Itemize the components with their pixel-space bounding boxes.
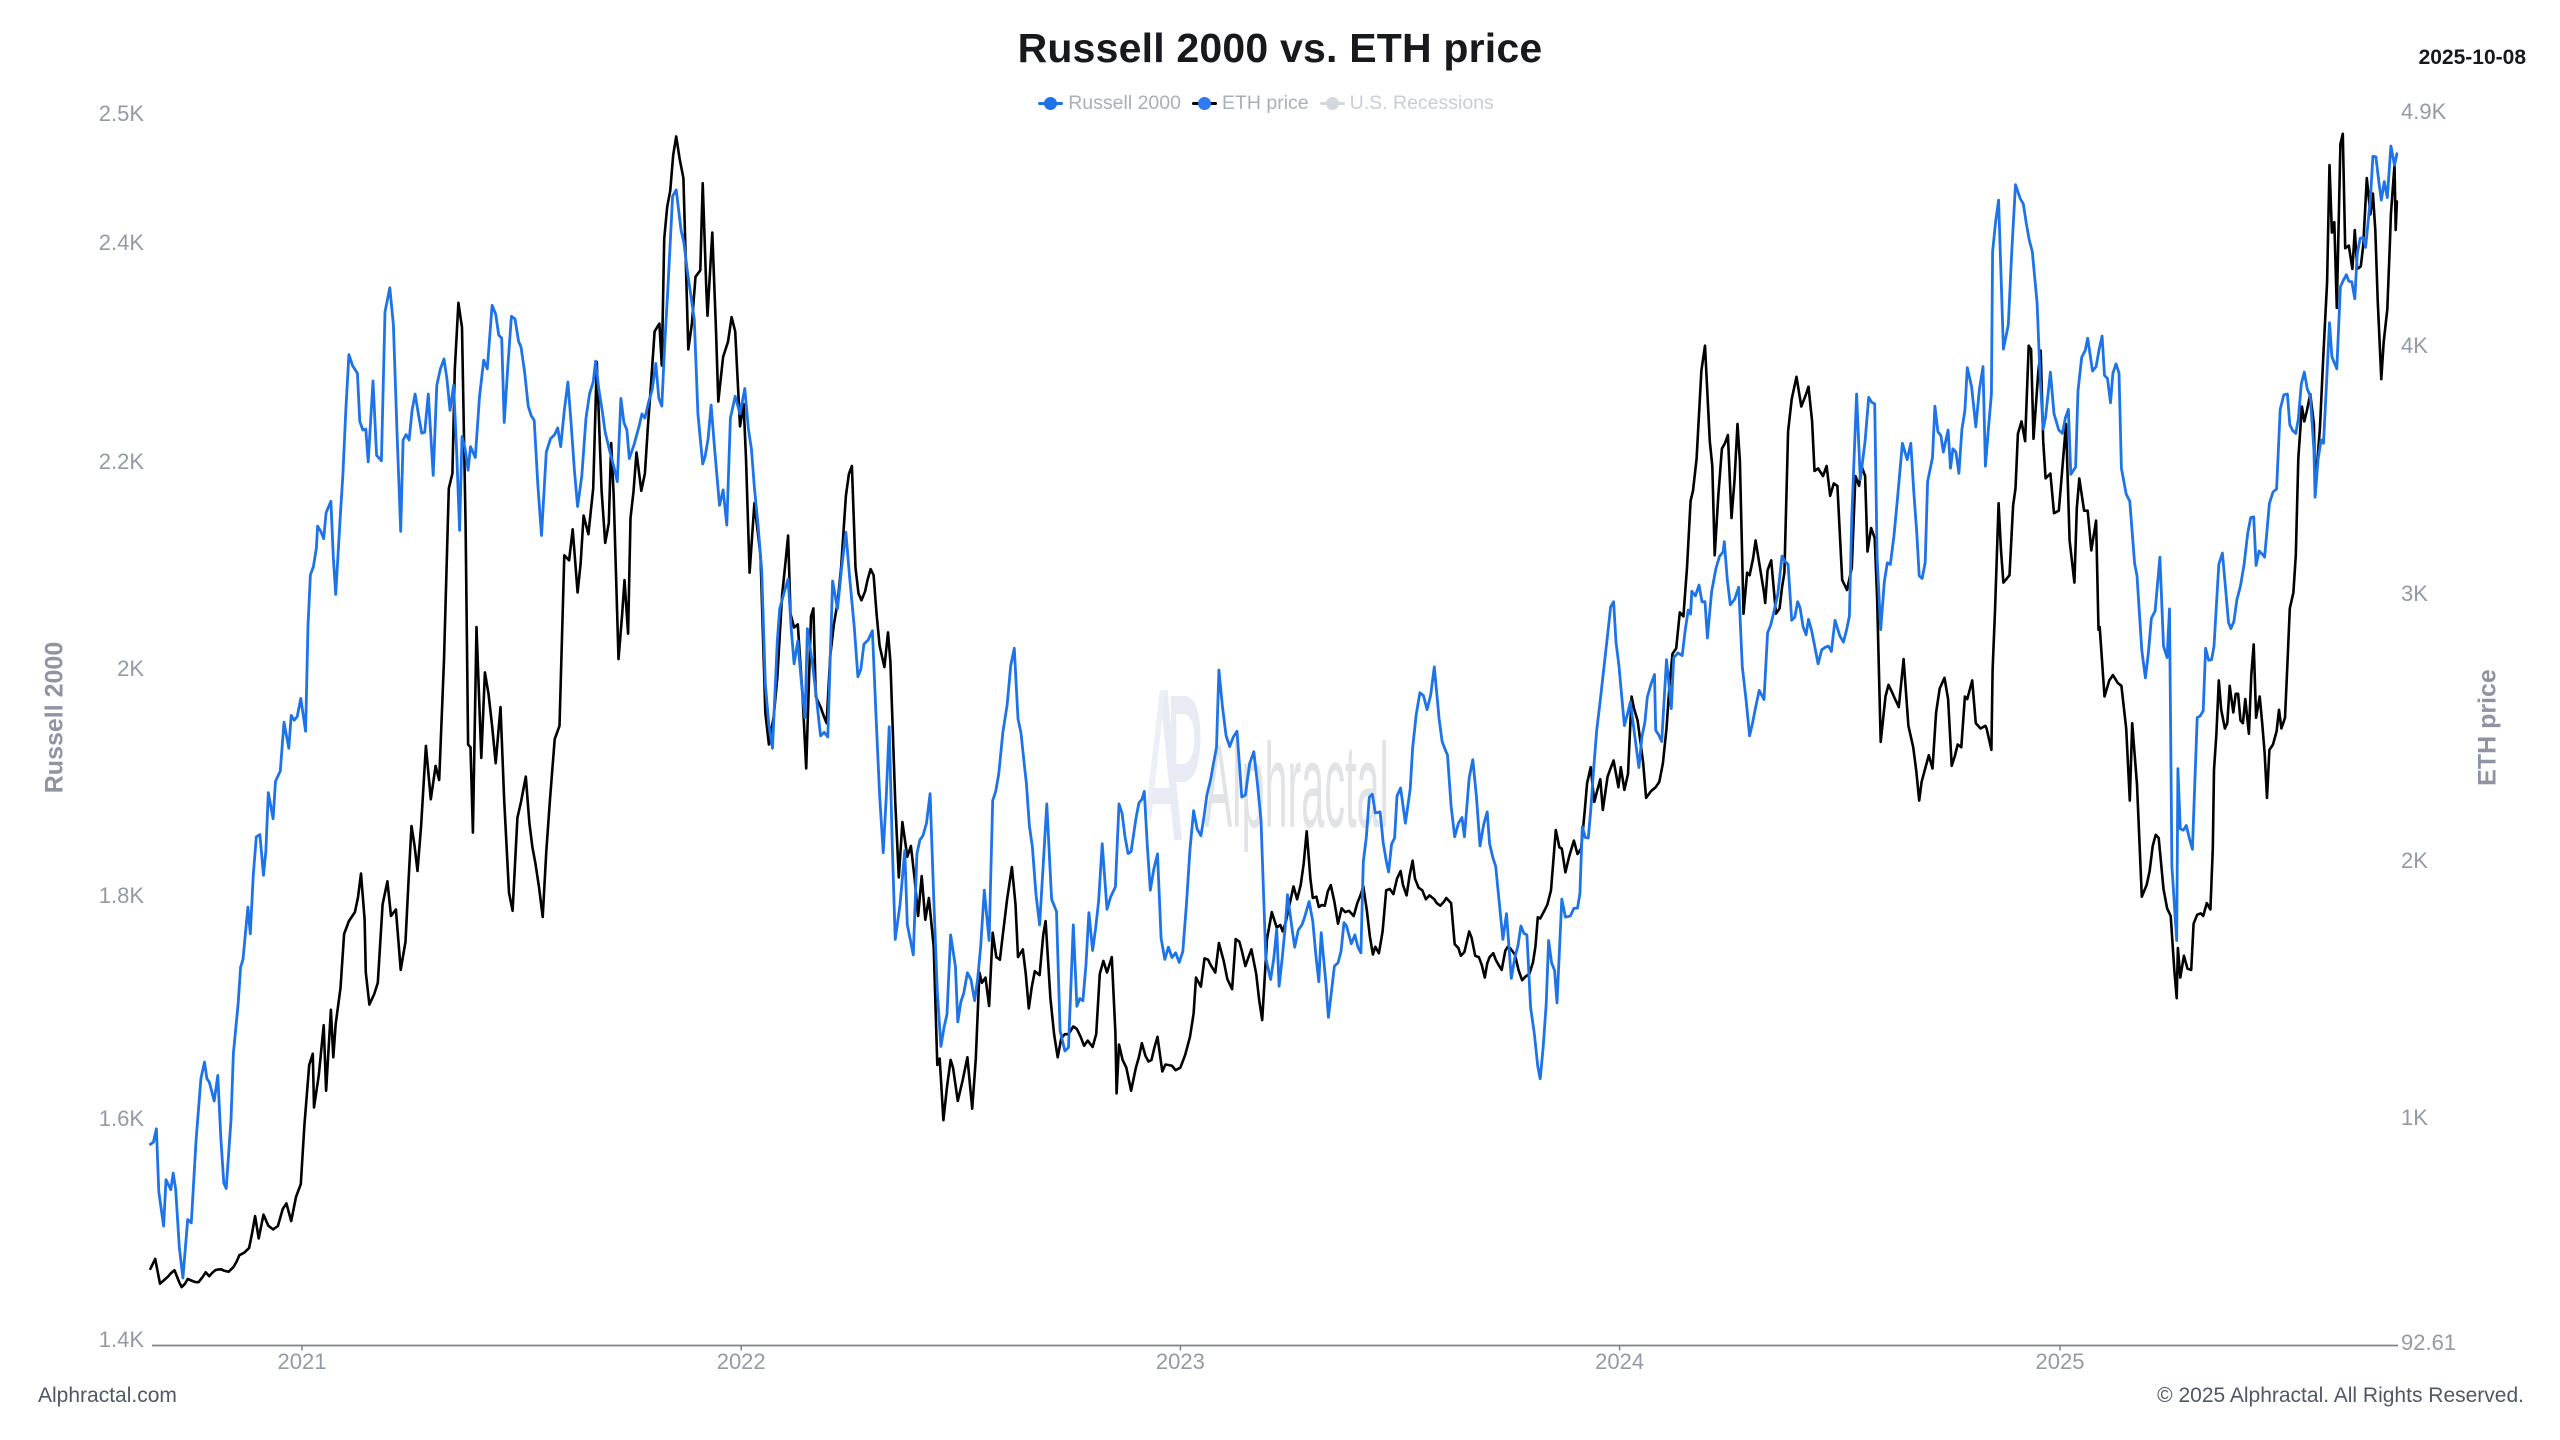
russell-series-marker-icon <box>1038 96 1064 111</box>
right-axis-tick-label: 2K <box>2401 848 2428 873</box>
left-axis-tick-label: 1.4K <box>98 1327 144 1352</box>
footer-site-link[interactable]: Alphractal.com <box>38 1384 177 1407</box>
left-axis-tick-label: 1.8K <box>98 883 144 908</box>
recessions-series-marker-icon <box>1319 96 1345 111</box>
x-axis-tick-label: 2021 <box>277 1349 327 1374</box>
left-axis-tick-label: 1.6K <box>98 1106 144 1131</box>
x-axis-tick-label: 2022 <box>716 1349 766 1374</box>
legend-item-us-recessions[interactable]: U.S. Recessions <box>1319 92 1494 115</box>
right-axis-tick-label: 92.61 <box>2401 1329 2457 1355</box>
left-axis-tick-label: 2.4K <box>98 230 144 255</box>
eth-price-line[interactable] <box>149 132 2399 1289</box>
left-axis-tick-label: 2.2K <box>98 449 144 474</box>
right-axis-tick-label: 4K <box>2401 333 2428 358</box>
eth-series-marker-icon <box>1191 96 1217 111</box>
left-axis-tick-label: 2.5K <box>98 101 144 126</box>
x-axis-tick-label: 2025 <box>2035 1349 2085 1374</box>
right-axis-title: ETH price <box>2473 669 2502 786</box>
footer-copyright: © 2025 Alphractal. All Rights Reserved. <box>2157 1384 2524 1407</box>
right-axis-tick-label: 1K <box>2401 1105 2428 1130</box>
x-axis-tick-label: 2024 <box>1595 1349 1645 1374</box>
russell-2000-line[interactable] <box>149 144 2399 1280</box>
x-axis-tick-label: 2023 <box>1155 1349 1205 1374</box>
legend-label: U.S. Recessions <box>1349 92 1494 114</box>
chart-title: Russell 2000 vs. ETH price <box>1017 25 1543 71</box>
legend: Russell 2000 ETH price U.S. Recessions <box>0 92 2532 115</box>
left-axis-tick-label: 2K <box>117 656 144 681</box>
right-axis-tick-label: 3K <box>2401 581 2428 606</box>
legend-label: Russell 2000 <box>1068 92 1181 114</box>
legend-label: ETH price <box>1221 92 1309 114</box>
right-axis-tick-label: 4.9K <box>2401 99 2447 124</box>
legend-item-russell-2000[interactable]: Russell 2000 <box>1038 92 1181 115</box>
report-date: 2025-10-08 <box>2418 46 2526 69</box>
legend-item-eth-price[interactable]: ETH price <box>1191 92 1309 115</box>
left-axis-title: Russell 2000 <box>40 641 69 794</box>
